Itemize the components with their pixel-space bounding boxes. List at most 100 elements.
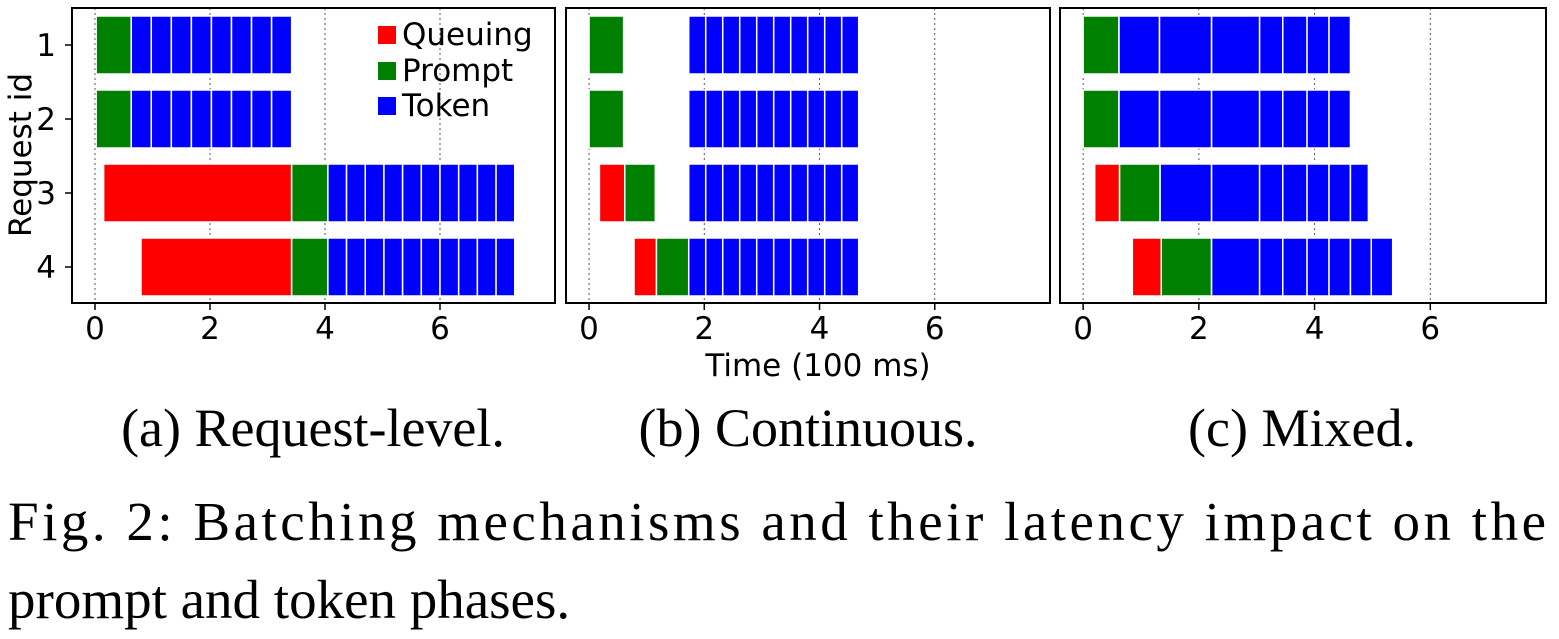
prompt-bar xyxy=(95,89,132,149)
legend-swatch-token xyxy=(378,97,396,115)
token-step-bar xyxy=(806,237,826,297)
token-step-bar xyxy=(439,237,460,297)
token-step-bar xyxy=(687,163,707,223)
prompt-bar xyxy=(1082,15,1120,75)
token-step-bar xyxy=(704,15,724,75)
token-step-bar xyxy=(1370,237,1394,297)
token-step-bar xyxy=(1306,237,1330,297)
x-tick-label: 4 xyxy=(315,311,335,347)
queuing-bar xyxy=(140,237,293,297)
x-tick-label: 4 xyxy=(810,311,830,347)
token-step-bar xyxy=(738,163,758,223)
x-tick-label: 2 xyxy=(694,311,714,347)
prompt-bar xyxy=(1160,237,1213,297)
token-step-bar xyxy=(721,237,741,297)
token-step-bar xyxy=(345,163,366,223)
token-step-bar xyxy=(772,163,792,223)
token-step-bar xyxy=(250,89,273,149)
token-step-bar xyxy=(789,89,809,149)
token-step-bar xyxy=(772,89,792,149)
token-step-bar xyxy=(823,237,843,297)
token-step-bar xyxy=(738,237,758,297)
prompt-bar xyxy=(290,163,329,223)
token-step-bar xyxy=(270,15,293,75)
x-tick-label: 2 xyxy=(1189,311,1209,347)
token-step-bar xyxy=(755,237,775,297)
token-step-bar xyxy=(345,237,366,297)
prompt-bar xyxy=(655,237,690,297)
token-step-bar xyxy=(1349,237,1373,297)
chart-panel-3: 0 2 4 6 xyxy=(1059,7,1547,347)
x-tick-label: 0 xyxy=(579,311,599,347)
x-tick-label: 6 xyxy=(430,311,450,347)
token-step-bar xyxy=(1349,163,1370,223)
token-step-bar xyxy=(755,163,775,223)
token-step-bar xyxy=(704,237,724,297)
token-step-bar xyxy=(401,163,423,223)
y-axis-label: Request id xyxy=(3,73,39,237)
token-step-bar xyxy=(1282,89,1308,149)
legend-label-prompt: Prompt xyxy=(402,53,513,89)
token-step-bar xyxy=(772,237,792,297)
token-step-bar xyxy=(687,15,707,75)
token-step-bar xyxy=(840,15,860,75)
token-step-bar xyxy=(383,237,404,297)
token-step-bar xyxy=(721,15,741,75)
prompt-bar xyxy=(588,89,625,149)
token-step-bar xyxy=(364,163,385,223)
token-step-bar xyxy=(150,89,173,149)
legend-swatch-queuing xyxy=(378,26,396,44)
token-step-bar xyxy=(806,163,826,223)
plot-frame xyxy=(565,7,1051,304)
token-step-bar xyxy=(789,15,809,75)
token-step-bar xyxy=(364,237,385,297)
x-tick-label: 6 xyxy=(925,311,945,347)
legend-swatch-prompt xyxy=(378,62,396,80)
token-step-bar xyxy=(721,89,741,149)
token-step-bar xyxy=(457,163,479,223)
token-step-bar xyxy=(210,89,233,149)
token-step-bar xyxy=(738,89,758,149)
token-step-bar xyxy=(704,89,724,149)
token-step-bar xyxy=(476,163,497,223)
token-step-bar xyxy=(755,15,775,75)
prompt-bar xyxy=(290,237,329,297)
token-step-bar xyxy=(1210,15,1261,75)
figure-caption-line-1: Fig. 2: Batching mechanisms and their la… xyxy=(8,491,1546,552)
queuing-bar xyxy=(1093,163,1121,223)
token-step-bar xyxy=(1282,237,1308,297)
token-step-bar xyxy=(1282,163,1308,223)
token-step-bar xyxy=(755,89,775,149)
token-step-bar xyxy=(1328,15,1352,75)
token-step-bar xyxy=(840,89,860,149)
token-step-bar xyxy=(772,15,792,75)
figure-caption-line-2: prompt and token phases. xyxy=(8,569,570,630)
token-step-bar xyxy=(1158,15,1213,75)
token-step-bar xyxy=(1158,89,1213,149)
x-axis-label: Time (100 ms) xyxy=(704,348,930,384)
subcaption-a: (a) Request-level. xyxy=(121,398,505,458)
token-step-bar xyxy=(1258,163,1284,223)
queuing-bar xyxy=(1131,237,1162,297)
token-step-bar xyxy=(495,237,516,297)
token-step-bar xyxy=(439,163,460,223)
token-step-bar xyxy=(150,15,173,75)
token-step-bar xyxy=(789,163,809,223)
token-step-bar xyxy=(1306,89,1330,149)
token-step-bar xyxy=(170,89,193,149)
token-step-bar xyxy=(789,237,809,297)
prompt-bar xyxy=(588,15,625,75)
token-step-bar xyxy=(420,163,441,223)
token-step-bar xyxy=(806,15,826,75)
token-step-bar xyxy=(704,163,724,223)
x-tick-label: 2 xyxy=(200,311,220,347)
x-tick-label: 4 xyxy=(1305,311,1325,347)
subcaption-c: (c) Mixed. xyxy=(1188,398,1416,458)
token-step-bar xyxy=(1258,89,1284,149)
token-step-bar xyxy=(401,237,423,297)
x-tick-label: 6 xyxy=(1420,311,1440,347)
